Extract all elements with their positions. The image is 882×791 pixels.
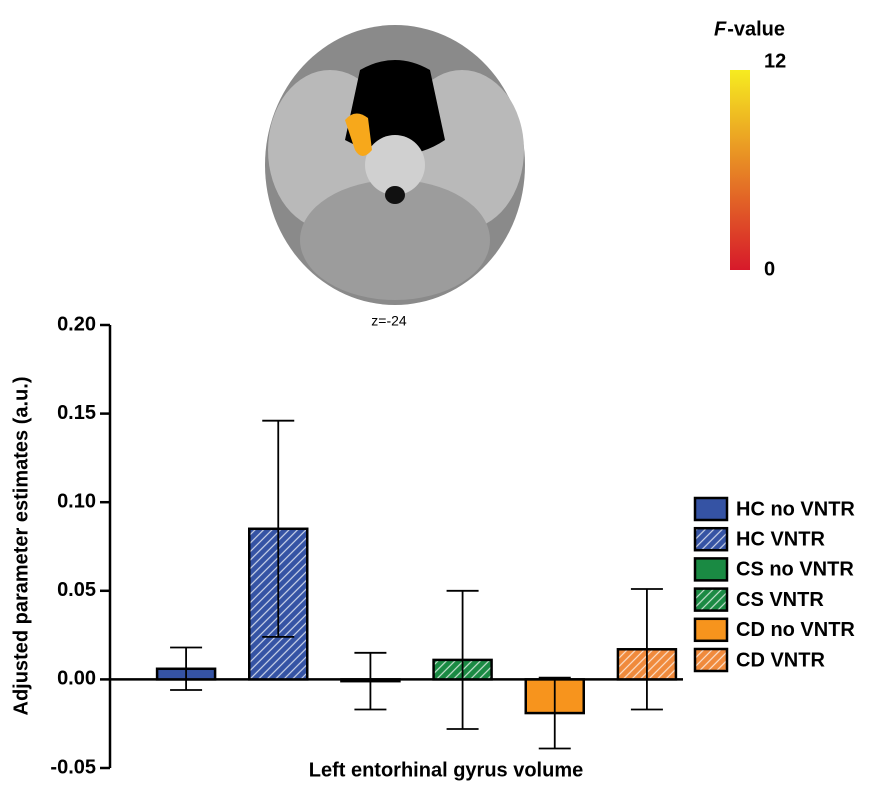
legend-label: HC VNTR	[736, 528, 825, 550]
legend-label: CS no VNTR	[736, 559, 854, 581]
y-tick-label: 0.10	[57, 490, 96, 512]
legend-label: CD no VNTR	[736, 619, 855, 641]
legend-label: HC no VNTR	[736, 498, 855, 520]
legend-swatch	[695, 498, 727, 520]
legend-swatch	[695, 589, 727, 611]
colorbar-tick-label: 0	[764, 258, 775, 280]
brain-image	[265, 25, 525, 305]
chart: z=-24 F -value Left entorhinal gyrus vol…	[0, 0, 882, 786]
y-axis-label: Adjusted parameter estimates (a.u.)	[10, 377, 32, 716]
legend-swatch	[695, 528, 727, 550]
legend-swatch	[695, 558, 727, 580]
legend-swatch	[695, 649, 727, 671]
colorbar	[730, 70, 750, 270]
legend-label: CD VNTR	[736, 649, 825, 671]
y-tick-label: 0.05	[57, 579, 96, 601]
x-axis-label: Left entorhinal gyrus volume	[309, 759, 583, 781]
y-tick-label: 0.00	[57, 668, 96, 690]
legend-label: CS VNTR	[736, 589, 824, 611]
y-tick-label: 0.15	[57, 402, 96, 424]
colorbar-tick-label: 12	[764, 50, 786, 72]
annotation: z=-24	[371, 313, 407, 329]
colorbar-title: -value	[727, 18, 785, 40]
y-tick-label: -0.05	[50, 756, 96, 778]
colorbar-title: F	[714, 18, 727, 40]
legend-swatch	[695, 619, 727, 641]
y-tick-label: 0.20	[57, 313, 96, 335]
